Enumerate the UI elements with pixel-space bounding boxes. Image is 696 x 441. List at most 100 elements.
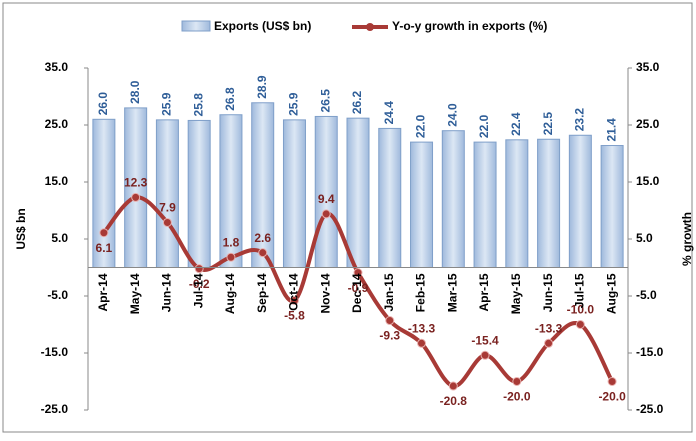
y-tick-label: -25.0 [41,402,69,416]
legend-marker-icon [366,23,374,31]
growth-value-label: -5.8 [284,309,305,323]
x-tick-label: Jul-14 [191,273,205,308]
growth-marker [353,268,363,278]
bar [537,138,561,268]
growth-value-label: 1.8 [223,235,240,249]
bar-value-label: 21.4 [604,118,618,142]
x-tick-label: Aug-15 [604,273,618,314]
bar-value-label: 24.0 [445,103,459,127]
growth-value-label: -20.0 [503,390,531,404]
growth-marker [258,248,268,258]
y-tick-label: -15.0 [41,345,69,359]
growth-marker [226,252,236,262]
legend-label: Y-o-y growth in exports (%) [392,19,547,33]
bar [505,139,529,269]
growth-marker [575,320,585,329]
bar-value-label: 22.5 [541,112,555,136]
growth-marker [607,377,617,386]
growth-marker [385,316,395,326]
growth-value-label: -15.4 [471,333,499,347]
growth-value-label: 9.4 [318,192,335,206]
bar-value-label: 22.0 [414,114,428,138]
growth-marker [417,338,427,348]
growth-value-label: -20.0 [598,390,626,404]
bar-value-label: 26.5 [318,89,332,113]
growth-marker [321,209,331,219]
y2-axis-label: % growth [680,212,694,266]
bar [187,119,211,268]
x-tick-label: Sep-14 [255,273,269,313]
x-tick-label: Jun-15 [541,273,555,312]
bar-value-label: 25.9 [287,92,301,116]
bar [346,117,370,268]
y-tick-label: 5.0 [51,231,68,245]
growth-value-label: 2.6 [254,231,271,245]
bar-value-label: 28.9 [255,75,269,99]
growth-value-label: -13.3 [408,321,436,335]
bar [441,130,465,268]
bar [155,119,179,269]
bar-value-label: 25.9 [160,92,174,116]
x-tick-label: Nov-14 [318,273,332,313]
growth-marker [512,377,522,386]
bar-value-label: 22.4 [509,112,523,136]
growth-marker [289,296,299,306]
y2-tick-label: -25.0 [636,402,664,416]
legend-label: Exports (US$ bn) [214,19,311,33]
growth-value-label: 12.3 [124,176,148,190]
y2-tick-label: 35.0 [636,60,660,74]
bar-value-label: 22.0 [477,114,491,138]
growth-value-label: -10.0 [567,303,595,317]
y-axis-label: US$ bn [14,208,28,249]
bar [282,119,306,269]
x-tick-label: Feb-15 [414,273,428,312]
growth-marker [448,381,458,391]
y2-tick-label: 15.0 [636,174,660,188]
growth-marker [194,264,204,274]
y2-tick-label: -15.0 [636,345,664,359]
growth-value-label: -20.8 [440,394,468,408]
growth-value-label: -9.3 [379,329,400,343]
bar-value-label: 23.2 [573,108,587,132]
y2-tick-label: 5.0 [636,231,653,245]
x-tick-label: Jun-14 [160,273,174,312]
y-tick-label: 25.0 [45,117,69,131]
x-tick-label: Mar-15 [445,273,459,312]
x-tick-label: Aug-14 [223,273,237,314]
x-tick-label: Apr-14 [96,273,110,311]
growth-marker [131,192,141,202]
growth-value-label: 6.1 [96,241,113,255]
bar [378,127,402,268]
bar-value-label: 26.8 [223,87,237,111]
bar-value-label: 28.0 [128,80,142,104]
y-tick-label: 15.0 [45,174,69,188]
x-tick-label: May-14 [128,273,142,314]
x-tick-label: May-15 [509,273,523,314]
growth-line [102,195,614,389]
bar [568,134,592,268]
growth-value-label: 7.9 [159,201,176,215]
x-tick-label: Dec-14 [350,273,364,313]
y-tick-label: 35.0 [45,60,69,74]
y2-tick-label: -5.0 [636,288,657,302]
bar-value-label: 25.8 [191,93,205,117]
y-tick-label: -5.0 [47,288,68,302]
growth-value-label: -0.2 [189,277,210,291]
bar-value-label: 26.0 [96,92,110,116]
x-tick-label: Apr-15 [477,273,491,311]
bar-value-label: 26.2 [350,90,364,114]
growth-marker [544,338,554,348]
legend-bar-icon [181,20,211,32]
bar [410,141,434,269]
y2-tick-label: 25.0 [636,117,660,131]
bar [473,141,497,269]
x-tick-label: Oct-14 [287,273,301,311]
bar-value-label: 24.4 [382,101,396,125]
bar [600,145,624,269]
x-tick-label: Jan-15 [382,273,396,311]
growth-marker [480,350,490,360]
growth-marker [99,228,109,238]
growth-value-label: -13.3 [535,321,563,335]
growth-value-label: -0.9 [348,281,369,295]
